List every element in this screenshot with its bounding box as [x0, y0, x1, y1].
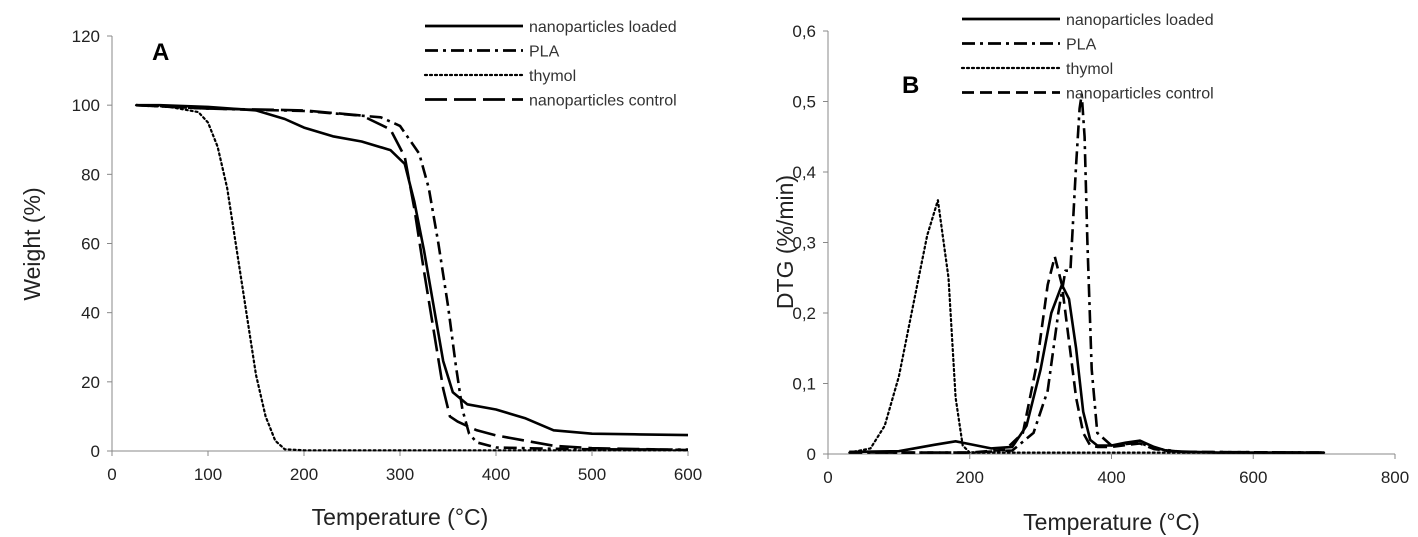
y-axis-label: Weight (%) [19, 187, 45, 300]
x-tick-label: 400 [1097, 468, 1125, 487]
legend-label: thymol [529, 68, 576, 85]
y-tick-label: 100 [72, 96, 100, 115]
y-axis-label: DTG (%/min) [772, 175, 798, 309]
series-line-thymol [134, 104, 690, 452]
y-tick-label: 0 [807, 445, 816, 464]
x-tick-label: 400 [482, 465, 510, 484]
legend-label: thymol [1066, 61, 1113, 78]
y-tick-label: 0,5 [792, 93, 816, 112]
panel-label: A [152, 39, 169, 66]
legend: nanoparticles loaded PLA thymol nanoparticl… [423, 19, 677, 110]
series-line-pla [849, 93, 1325, 454]
y-tick-label: 0,1 [792, 375, 816, 394]
x-tick-label: 800 [1381, 468, 1409, 487]
y-tick-label: 0 [91, 442, 100, 461]
series-line-nanoparticles-loaded [849, 283, 1325, 454]
legend-label: nanoparticles control [1066, 86, 1214, 103]
x-tick-label: 0 [823, 468, 832, 487]
y-tick-label: 0,4 [792, 163, 816, 182]
legend-label: nanoparticles loaded [1066, 12, 1214, 29]
y-tick-label: 80 [81, 165, 100, 184]
y-tick-label: 60 [81, 235, 100, 254]
y-tick-label: 20 [81, 373, 100, 392]
x-tick-label: 600 [674, 465, 702, 484]
x-tick-label: 300 [386, 465, 414, 484]
x-tick-label: 200 [956, 468, 984, 487]
x-tick-label: 500 [578, 465, 606, 484]
x-tick-label: 600 [1239, 468, 1267, 487]
series-line-nanoparticles-loaded [136, 103, 689, 437]
chart-panel-b: 0 0,1 0,2 0,3 0,4 0,5 0,6 0 200 400 600 800 Temperat… [772, 12, 1409, 535]
x-tick-label: 0 [107, 465, 116, 484]
panel-label: B [902, 72, 919, 99]
chart-panel-a: 0 20 40 60 80 100 120 0 100 200 300 400 500 600 Temper… [19, 19, 702, 530]
x-axis-label: Temperature (°C) [312, 504, 489, 530]
legend-label: PLA [1066, 37, 1097, 54]
y-tick-label: 0,2 [792, 304, 816, 323]
y-tick-label: 0,3 [792, 234, 816, 253]
series-line-nanoparticles-control [135, 103, 689, 452]
y-tick-label: 0,6 [792, 22, 816, 41]
legend: nanoparticles loaded PLA thymol nanoparticl… [960, 12, 1214, 103]
x-tick-label: 100 [194, 465, 222, 484]
x-tick-label: 200 [290, 465, 318, 484]
x-axis-label: Temperature (°C) [1023, 509, 1200, 535]
series-line-thymol [848, 199, 1326, 454]
legend-label: nanoparticles loaded [529, 19, 677, 36]
legend-label: nanoparticles control [529, 93, 677, 110]
series-line-nanoparticles-control [849, 255, 1325, 454]
series-line-pla [135, 103, 689, 451]
legend-label: PLA [529, 44, 560, 61]
y-tick-label: 40 [81, 304, 100, 323]
y-tick-label: 120 [72, 27, 100, 46]
